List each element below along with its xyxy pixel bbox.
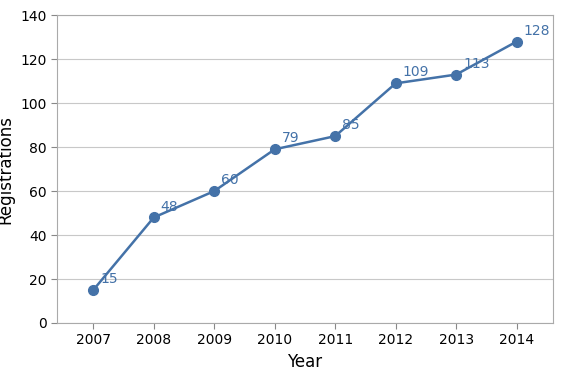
Text: 60: 60 xyxy=(221,173,239,187)
Text: 15: 15 xyxy=(100,272,118,286)
Text: 109: 109 xyxy=(402,65,429,79)
Text: 79: 79 xyxy=(282,131,299,146)
X-axis label: Year: Year xyxy=(287,353,323,371)
Text: 48: 48 xyxy=(161,200,178,214)
Y-axis label: Registrations: Registrations xyxy=(0,115,15,223)
Text: 128: 128 xyxy=(524,24,550,38)
Text: 113: 113 xyxy=(463,57,490,71)
Text: 85: 85 xyxy=(342,118,360,132)
